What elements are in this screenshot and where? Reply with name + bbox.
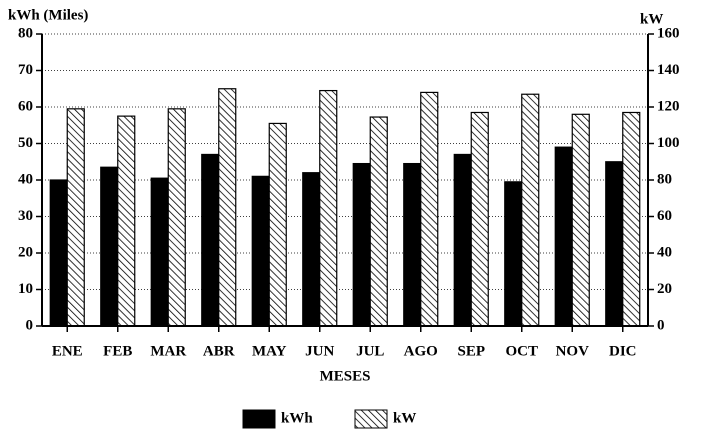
y-tick-label: 0 [26, 317, 34, 333]
bar [251, 175, 270, 327]
y2-tick-label: 160 [657, 25, 680, 41]
x-tick-label: AGO [404, 343, 438, 359]
y2-tick-label: 100 [657, 135, 680, 151]
bar [554, 146, 573, 327]
bar [504, 181, 523, 327]
legend-swatch [242, 409, 276, 429]
x-tick-label: JUL [356, 343, 384, 359]
legend-swatch [354, 409, 388, 429]
y-tick-label: 40 [18, 171, 33, 187]
bar [470, 111, 489, 327]
y2-tick-label: 0 [657, 317, 665, 333]
bar [420, 91, 439, 327]
x-tick-label: SEP [457, 343, 485, 359]
y-tick-label: 80 [18, 25, 33, 41]
bar [571, 113, 590, 327]
y2-tick-label: 40 [657, 244, 672, 260]
y-tick-label: 60 [18, 98, 33, 114]
bar [66, 108, 85, 327]
x-tick-label: NOV [556, 343, 590, 359]
bar [605, 161, 624, 327]
bar [302, 172, 321, 327]
legend-label: kWh [281, 410, 313, 426]
bar [521, 93, 540, 327]
bar [150, 177, 169, 327]
bar [352, 162, 371, 327]
y2-tick-label: 120 [657, 98, 680, 114]
y2-tick-label: 140 [657, 62, 680, 78]
x-tick-label: DIC [609, 343, 637, 359]
bar [117, 115, 136, 327]
bar [319, 89, 338, 327]
bar [453, 153, 472, 327]
x-tick-label: MAR [150, 343, 186, 359]
y2-tick-label: 60 [657, 208, 672, 224]
y-axis-title: kWh (Miles) [8, 7, 88, 23]
bar [100, 166, 119, 327]
legend-label: kW [393, 410, 416, 426]
y2-tick-label: 20 [657, 281, 672, 297]
x-tick-label: JUN [305, 343, 334, 359]
bar [49, 179, 68, 327]
y-tick-label: 70 [18, 62, 33, 78]
x-tick-label: OCT [505, 343, 538, 359]
bar [268, 122, 287, 327]
y-tick-label: 20 [18, 244, 33, 260]
bar [622, 111, 641, 327]
x-tick-label: FEB [103, 343, 132, 359]
bar [218, 88, 237, 327]
bar [201, 153, 220, 327]
y2-axis-title: kW [640, 11, 663, 27]
y-tick-label: 10 [18, 281, 33, 297]
x-axis-title: MESES [320, 368, 371, 384]
y-tick-label: 30 [18, 208, 33, 224]
x-tick-label: MAY [252, 343, 287, 359]
bar [167, 108, 186, 327]
x-tick-label: ABR [203, 343, 235, 359]
y2-tick-label: 80 [657, 171, 672, 187]
y-tick-label: 50 [18, 135, 33, 151]
x-tick-label: ENE [52, 343, 83, 359]
bar [369, 116, 388, 327]
bar [403, 162, 422, 327]
